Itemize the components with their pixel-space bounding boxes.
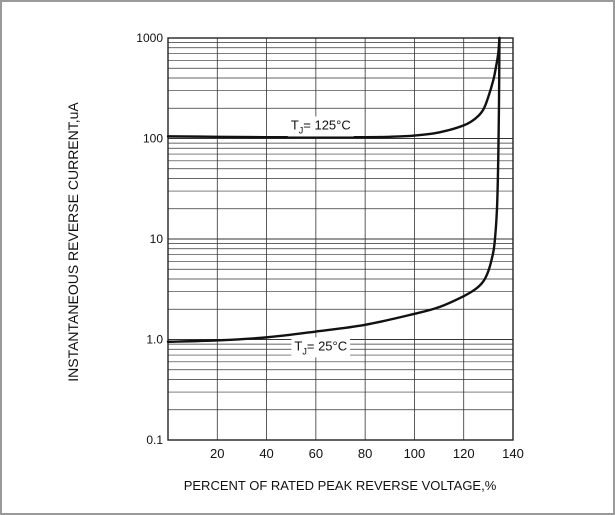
series-line-125c xyxy=(166,36,501,139)
series-label-125c: TJ= 125°C xyxy=(287,116,354,137)
y-tick-label: 100 xyxy=(143,132,163,146)
series-label-background xyxy=(291,337,351,358)
plot-area-border xyxy=(167,37,514,441)
x-tick-label: 120 xyxy=(453,446,475,461)
y-axis-label: INSTANTANEOUS REVERSE CURRENT,uA xyxy=(65,102,81,382)
x-axis-label: PERCENT OF RATED PEAK REVERSE VOLTAGE,% xyxy=(184,478,497,493)
y-tick-label: 10 xyxy=(150,232,164,246)
y-tick-label: 1.0 xyxy=(146,333,163,347)
x-tick-label: 100 xyxy=(404,446,426,461)
x-tick-label: 60 xyxy=(309,446,323,461)
series-label-background xyxy=(287,116,354,137)
tick-labels: 20 40 60 80 100 120 140 0.1 1.0 10 100 1000 xyxy=(136,31,524,461)
x-tick-label: 140 xyxy=(502,446,524,461)
y-tick-label: 1000 xyxy=(136,31,163,45)
x-tick-label: 40 xyxy=(259,446,273,461)
series-labels: TJ= 125°C TJ= 25°C xyxy=(287,116,354,358)
series-label-25c: TJ= 25°C xyxy=(291,337,351,358)
curves xyxy=(166,36,501,343)
series-label-text: TJ= 125°C xyxy=(291,117,351,135)
x-tick-label: 80 xyxy=(358,446,372,461)
grid xyxy=(168,38,513,440)
x-tick-label: 20 xyxy=(210,446,224,461)
series-label-text: TJ= 25°C xyxy=(294,338,347,356)
y-tick-label: 0.1 xyxy=(146,433,163,447)
series-line-25c xyxy=(166,36,501,343)
